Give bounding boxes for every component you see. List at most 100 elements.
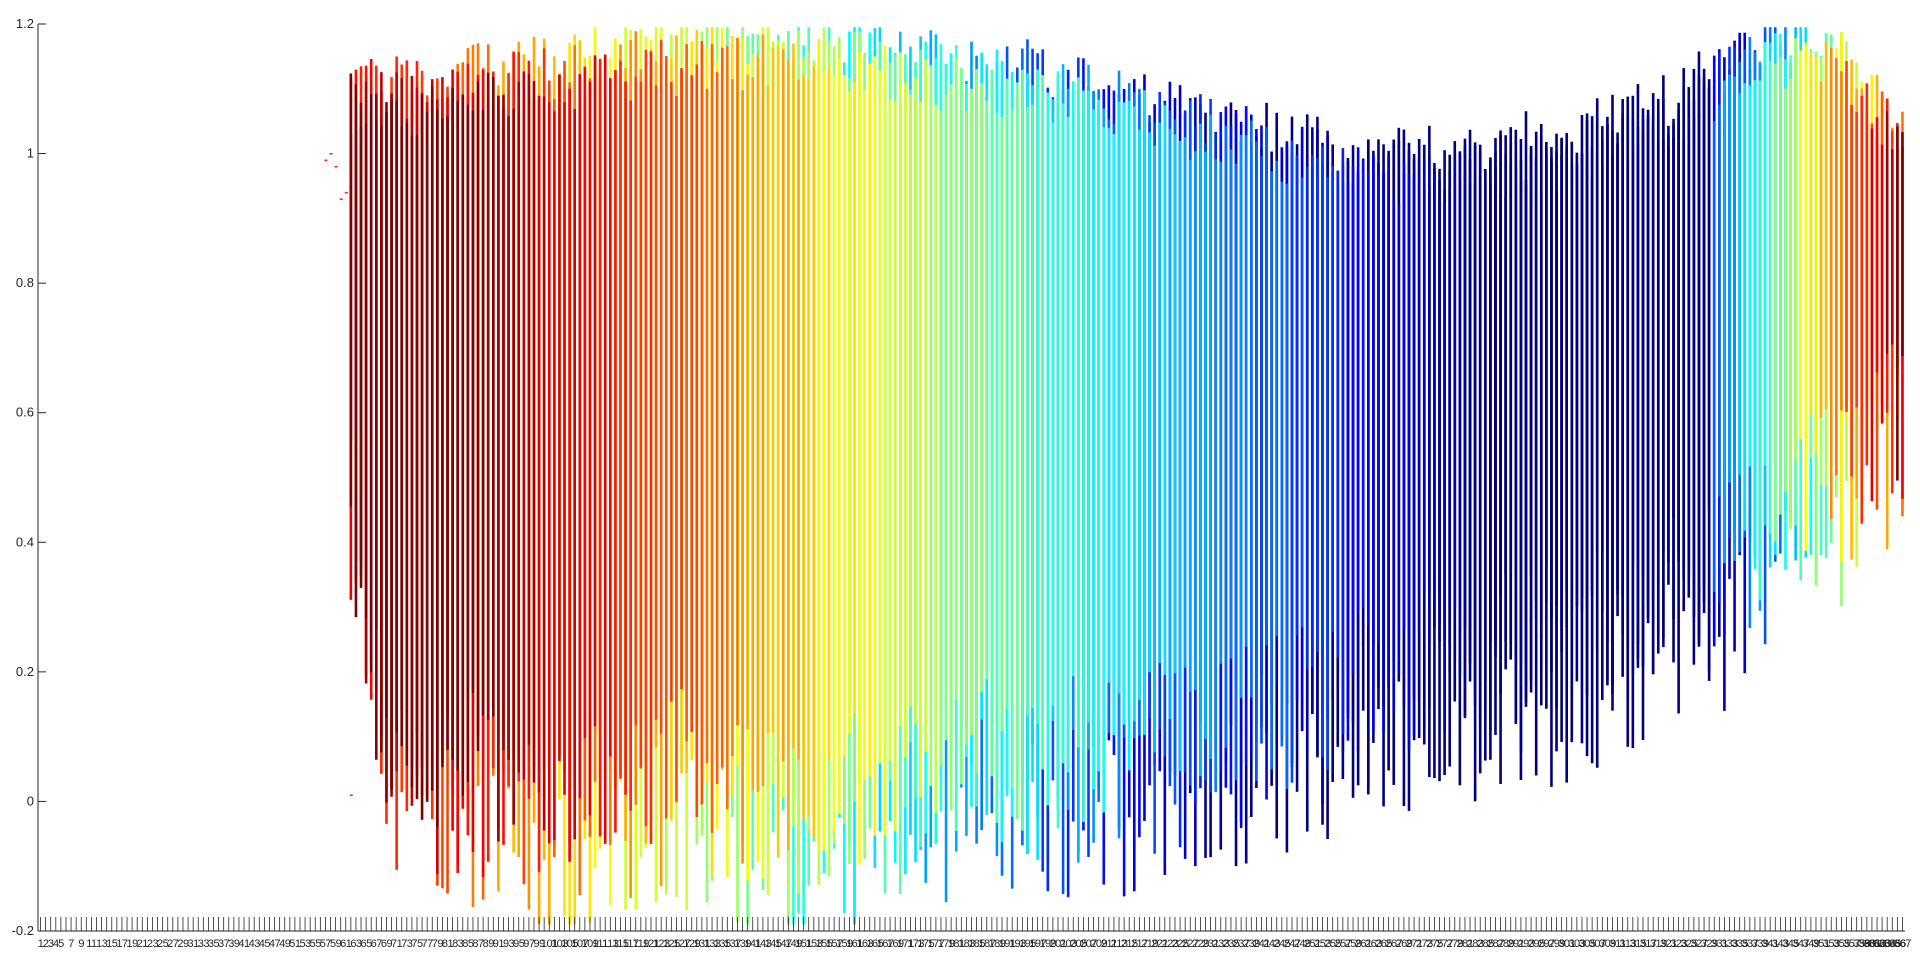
x-tick-label-313: 313: [1619, 938, 1636, 950]
x-tick-label-353: 353: [1823, 938, 1840, 950]
bar-segment-165-3: [873, 56, 877, 836]
bar-segment-343-3: [1779, 57, 1782, 515]
bar-segment-74-3: [410, 135, 414, 788]
bar-segment-173-3: [914, 77, 917, 725]
bar-segment-105-3: [568, 88, 571, 862]
bar-segment-367-3: [1901, 132, 1904, 357]
bar-segment-255-3: [1331, 165, 1334, 633]
bar-segment-293-3: [1524, 184, 1528, 687]
x-tick-label-157: 157: [826, 938, 843, 950]
bar-segment-62-3: [349, 134, 353, 442]
x-tick-label-287: 287: [1487, 938, 1504, 950]
x-tick-label-129: 129: [683, 938, 700, 950]
bar-segment-329-3: [1707, 79, 1711, 510]
x-tick-label-113: 113: [602, 938, 618, 950]
x-tick-label-163: 163: [856, 938, 873, 950]
x-tick-label-297: 297: [1538, 938, 1555, 950]
x-tick-label-293: 293: [1518, 938, 1535, 950]
bar-segment-271-3: [1412, 177, 1416, 736]
x-tick-label-77: 77: [422, 938, 434, 950]
bar-segment-339-3: [1758, 80, 1762, 601]
bar-segment-295-3: [1534, 161, 1538, 603]
bar-segment-232-3: [1214, 159, 1217, 792]
x-tick-label-147: 147: [775, 938, 792, 950]
bar-segment-263-3: [1372, 155, 1375, 731]
y-tick-label: 0.2: [16, 664, 34, 679]
bar-segment-230-3: [1204, 151, 1207, 740]
bar-segment-227-3: [1188, 159, 1192, 692]
bar-segment-64-3: [359, 126, 363, 588]
x-tick-label-207: 207: [1080, 938, 1097, 950]
bar-segment-326-3: [1692, 117, 1696, 618]
bar-segment-309-3: [1606, 124, 1609, 642]
x-tick-label-323: 323: [1670, 938, 1687, 950]
bar-segment-191-3: [1005, 78, 1009, 709]
bar-segment-87-3: [476, 81, 480, 752]
x-tick-label-366: 366: [1889, 938, 1906, 950]
x-tick-label-4: 4: [53, 938, 59, 950]
bar-segment-234-3: [1224, 126, 1228, 748]
x-tick-label-259: 259: [1345, 938, 1362, 950]
bar-segment-65-3: [364, 123, 368, 619]
bar-segment-286-3: [1489, 157, 1492, 730]
bar-segment-296-3: [1539, 189, 1543, 638]
bar-segment-248-3: [1295, 155, 1299, 636]
bar-segment-357-3: [1850, 105, 1853, 477]
x-tick-label-119: 119: [633, 938, 649, 950]
x-tick-label-1: 1: [38, 938, 44, 950]
x-tick-label-161: 161: [846, 938, 863, 950]
x-tick-label-337: 337: [1741, 938, 1758, 950]
bar-segment-301-3: [1565, 147, 1568, 627]
bar-segment-91-3: [497, 95, 500, 842]
bar-segment-362-3: [1875, 117, 1879, 373]
bar-segment-363-3: [1880, 144, 1884, 424]
bar-segment-317-3: [1646, 119, 1650, 624]
bar-segment-180-3: [949, 84, 953, 811]
bar-segment-78-3: [430, 86, 434, 791]
bar-segment-147-3: [781, 49, 785, 762]
x-tick-label-251: 251: [1304, 938, 1321, 950]
x-tick-label-362: 362: [1869, 938, 1886, 950]
bar-segment-241-3: [1260, 155, 1263, 744]
x-tick-label-231: 231: [1202, 938, 1219, 950]
bar-segment-277-3: [1443, 202, 1446, 733]
bar-segment-245-3: [1280, 181, 1284, 747]
x-tick-label-145: 145: [765, 938, 782, 950]
x-tick-label-237: 237: [1233, 938, 1250, 950]
x-tick-label-65: 65: [360, 938, 372, 950]
bar-segment-327-3: [1697, 76, 1701, 644]
bar-segment-311-3: [1616, 144, 1619, 590]
bar-segment-169-3: [893, 101, 897, 832]
x-tick-label-249: 249: [1294, 938, 1311, 950]
bar-segment-337-3: [1748, 85, 1752, 467]
bar-segment-95-3: [517, 81, 521, 773]
bar-segment-68-3: [380, 125, 383, 753]
x-tick-label-7: 7: [68, 938, 74, 950]
bar-segment-156-3: [827, 65, 831, 761]
bar-segment-131-3: [700, 40, 704, 805]
early-mark-6: [349, 794, 353, 796]
x-tick-label-309: 309: [1599, 938, 1616, 950]
bar-segment-305-3: [1585, 162, 1589, 695]
bar-segment-333-3: [1728, 74, 1731, 483]
x-tick-label-59: 59: [330, 938, 342, 950]
x-tick-label-275: 275: [1426, 938, 1443, 950]
x-tick-label-55: 55: [310, 938, 322, 950]
x-tick-label-85: 85: [462, 938, 474, 950]
bar-segment-209-3: [1097, 99, 1100, 772]
bar-segment-69-3: [385, 111, 388, 719]
bar-segment-187-3: [985, 100, 989, 680]
x-tick-label-289: 289: [1497, 938, 1514, 950]
x-tick-label-285: 285: [1477, 938, 1494, 950]
bar-segment-279-3: [1453, 160, 1457, 609]
bar-segment-321-3: [1667, 146, 1670, 519]
bar-segment-366-3: [1896, 126, 1899, 481]
bar-segment-181-3: [954, 57, 958, 700]
bar-segment-196-3: [1031, 104, 1034, 709]
bar-segment-353-3: [1829, 47, 1833, 520]
bar-segment-66-3: [369, 93, 373, 661]
x-ticks: [40, 917, 1903, 931]
bar-segment-239-3: [1250, 120, 1253, 698]
x-tick-label-117: 117: [623, 938, 639, 950]
bar-segment-310-3: [1611, 154, 1614, 694]
